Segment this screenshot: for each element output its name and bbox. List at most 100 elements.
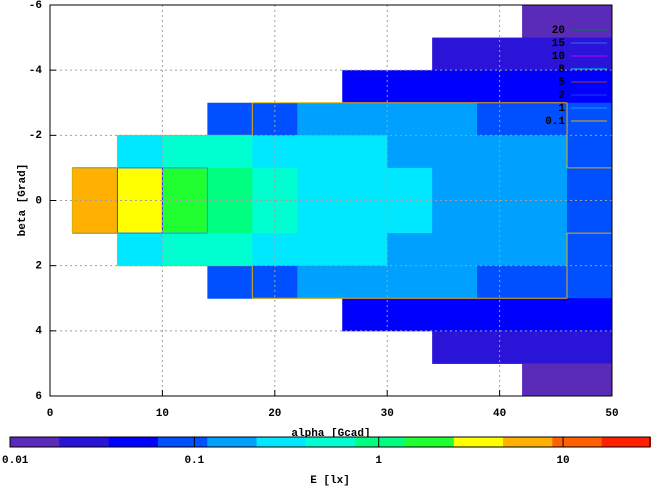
heat-cell	[387, 135, 433, 169]
heat-cell	[342, 167, 388, 201]
heat-cell	[432, 330, 478, 364]
heat-cell	[432, 167, 478, 201]
x-tick-label: 50	[605, 408, 618, 420]
legend-label: 2	[558, 90, 565, 102]
colorbar-segment	[552, 437, 603, 447]
heat-cell	[342, 135, 388, 169]
heat-cell	[207, 265, 253, 299]
heat-cell	[567, 5, 613, 39]
heat-cell	[207, 200, 253, 234]
heat-cell	[567, 330, 613, 364]
heat-cell	[207, 233, 253, 267]
heat-cell	[162, 200, 208, 234]
heat-cell	[72, 200, 118, 234]
heat-cell	[342, 200, 388, 234]
heat-cell	[387, 70, 433, 104]
heat-cell	[567, 233, 613, 267]
heat-cell	[567, 363, 613, 397]
heat-cell	[432, 298, 478, 332]
heat-cell	[297, 135, 343, 169]
heat-cell	[117, 233, 163, 267]
colorbar-tick-label: 1	[375, 455, 382, 467]
heat-cell	[522, 102, 568, 136]
heat-cell	[342, 102, 388, 136]
legend-label: 10	[552, 51, 565, 63]
colorbar-tick-label: 10	[556, 455, 569, 467]
plot-frame	[49, 4, 613, 397]
heat-cell	[162, 135, 208, 169]
heat-cell	[432, 102, 478, 136]
heat-cell	[567, 265, 613, 299]
heat-cell	[432, 265, 478, 299]
colorbar-segment	[601, 437, 651, 447]
y-tick-label: -4	[29, 65, 43, 77]
heat-cell	[567, 167, 613, 201]
heat-cell	[432, 37, 478, 71]
heat-cell	[567, 200, 613, 234]
heat-cell	[297, 102, 343, 136]
heat-cell	[297, 200, 343, 234]
colorbar-segment	[503, 437, 553, 447]
colorbar-tick-label: 0.01	[2, 455, 29, 467]
heat-cell	[432, 70, 478, 104]
heat-cell	[432, 200, 478, 234]
colorbar-segment	[256, 437, 307, 447]
heat-cell	[522, 5, 568, 39]
heat-cell	[522, 330, 568, 364]
y-tick-label: 2	[35, 261, 42, 273]
x-tick-label: 30	[381, 408, 394, 420]
colorbar-tick-label: 0.1	[184, 455, 204, 467]
heat-cell	[522, 233, 568, 267]
heat-cell	[297, 265, 343, 299]
x-tick-label: 20	[268, 408, 281, 420]
legend-label: 5	[558, 77, 565, 89]
colorbar-segment	[59, 437, 110, 447]
colorbar-segment	[10, 437, 60, 447]
y-tick-label: 0	[35, 195, 42, 207]
heat-cell	[207, 102, 253, 136]
heat-cell	[342, 265, 388, 299]
legend-label: 8	[558, 64, 565, 76]
heat-cell	[387, 102, 433, 136]
colorbar-label: E [lx]	[310, 475, 350, 486]
heat-cell	[387, 233, 433, 267]
y-tick-label: -2	[29, 130, 42, 142]
heat-cell	[297, 167, 343, 201]
heat-cell	[522, 200, 568, 234]
heat-cell	[432, 135, 478, 169]
colorbar-segment	[108, 437, 159, 447]
y-axis-label: beta [Grad]	[17, 164, 29, 237]
heat-cell	[342, 298, 388, 332]
heat-cell	[387, 167, 433, 201]
heat-cell	[522, 135, 568, 169]
legend-label: 20	[552, 25, 565, 37]
legend-label: 1	[558, 103, 565, 115]
heat-cell	[117, 167, 163, 201]
heat-cell	[522, 70, 568, 104]
heat-cell	[162, 167, 208, 201]
heat-cell	[567, 298, 613, 332]
heat-cell	[207, 135, 253, 169]
y-tick-label: 6	[35, 391, 42, 403]
legend-label: 0.1	[545, 116, 565, 128]
heat-cell	[567, 135, 613, 169]
colorbar-segment	[207, 437, 258, 447]
heat-cell	[207, 167, 253, 201]
y-tick-label: -6	[29, 0, 42, 12]
heat-cell	[522, 167, 568, 201]
heat-cell	[117, 135, 163, 169]
x-tick-label: 0	[47, 408, 54, 420]
colorbar-segment	[157, 437, 208, 447]
colorbar-segment	[453, 437, 504, 447]
heat-cell	[522, 265, 568, 299]
heat-cell	[522, 37, 568, 71]
heat-cell	[297, 233, 343, 267]
heat-cell	[567, 70, 613, 104]
heat-cell	[387, 200, 433, 234]
heat-cell	[387, 298, 433, 332]
heat-cell	[387, 265, 433, 299]
heat-cell	[432, 233, 478, 267]
x-tick-label: 40	[493, 408, 506, 420]
colorbar-segment	[404, 437, 455, 447]
colorbar-segment	[355, 437, 405, 447]
